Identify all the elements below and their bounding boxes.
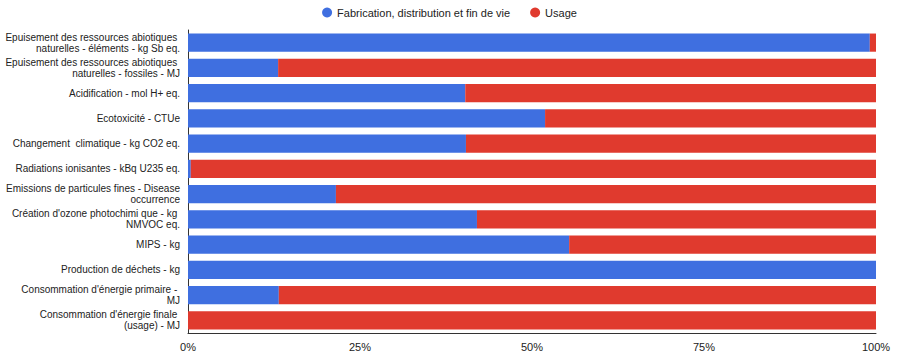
svg-text:Consommation d'énergie finale: Consommation d'énergie finale — [40, 309, 180, 320]
svg-text:Radiations ionisantes - kBq U2: Radiations ionisantes - kBq U235 eq. — [15, 163, 180, 174]
svg-text:Emissions de particules fines: Emissions de particules fines - Disease — [6, 183, 180, 194]
svg-text:NMVOC eq.: NMVOC eq. — [126, 219, 180, 230]
svg-text:0%: 0% — [180, 341, 196, 353]
svg-text:Consommation d'énergie primair: Consommation d'énergie primaire - — [21, 284, 180, 295]
svg-text:Fabrication, distribution et f: Fabrication, distribution et fin de vie — [337, 7, 510, 19]
svg-text:MIPS - kg: MIPS - kg — [136, 239, 180, 250]
svg-text:Ecotoxicité - CTUe: Ecotoxicité - CTUe — [97, 113, 181, 124]
svg-text:Production de déchets - kg: Production de déchets - kg — [61, 264, 180, 275]
svg-text:25%: 25% — [349, 341, 371, 353]
svg-text:100%: 100% — [862, 341, 890, 353]
svg-text:naturelles - éléments - kg Sb: naturelles - éléments - kg Sb eq. — [36, 43, 180, 54]
svg-text:Epuisement des ressources abio: Epuisement des ressources abiotiques — [5, 57, 180, 68]
svg-text:Acidification - mol H+ eq.: Acidification - mol H+ eq. — [69, 88, 180, 99]
svg-text:Epuisement des ressources abio: Epuisement des ressources abiotiques — [5, 32, 180, 43]
svg-text:naturelles - fossiles - MJ: naturelles - fossiles - MJ — [72, 68, 180, 79]
svg-text:Création d'ozone photochimi qu: Création d'ozone photochimi que - kg — [12, 208, 180, 219]
svg-text:75%: 75% — [693, 341, 715, 353]
svg-text:50%: 50% — [521, 341, 543, 353]
svg-text:(usage) - MJ: (usage) - MJ — [124, 320, 180, 331]
svg-text:Usage: Usage — [545, 7, 577, 19]
svg-text:MJ: MJ — [167, 295, 180, 306]
svg-text:occurrence: occurrence — [128, 194, 181, 205]
svg-text:Changement climatique - kg CO: Changement climatique - kg CO2 eq. — [13, 138, 180, 149]
